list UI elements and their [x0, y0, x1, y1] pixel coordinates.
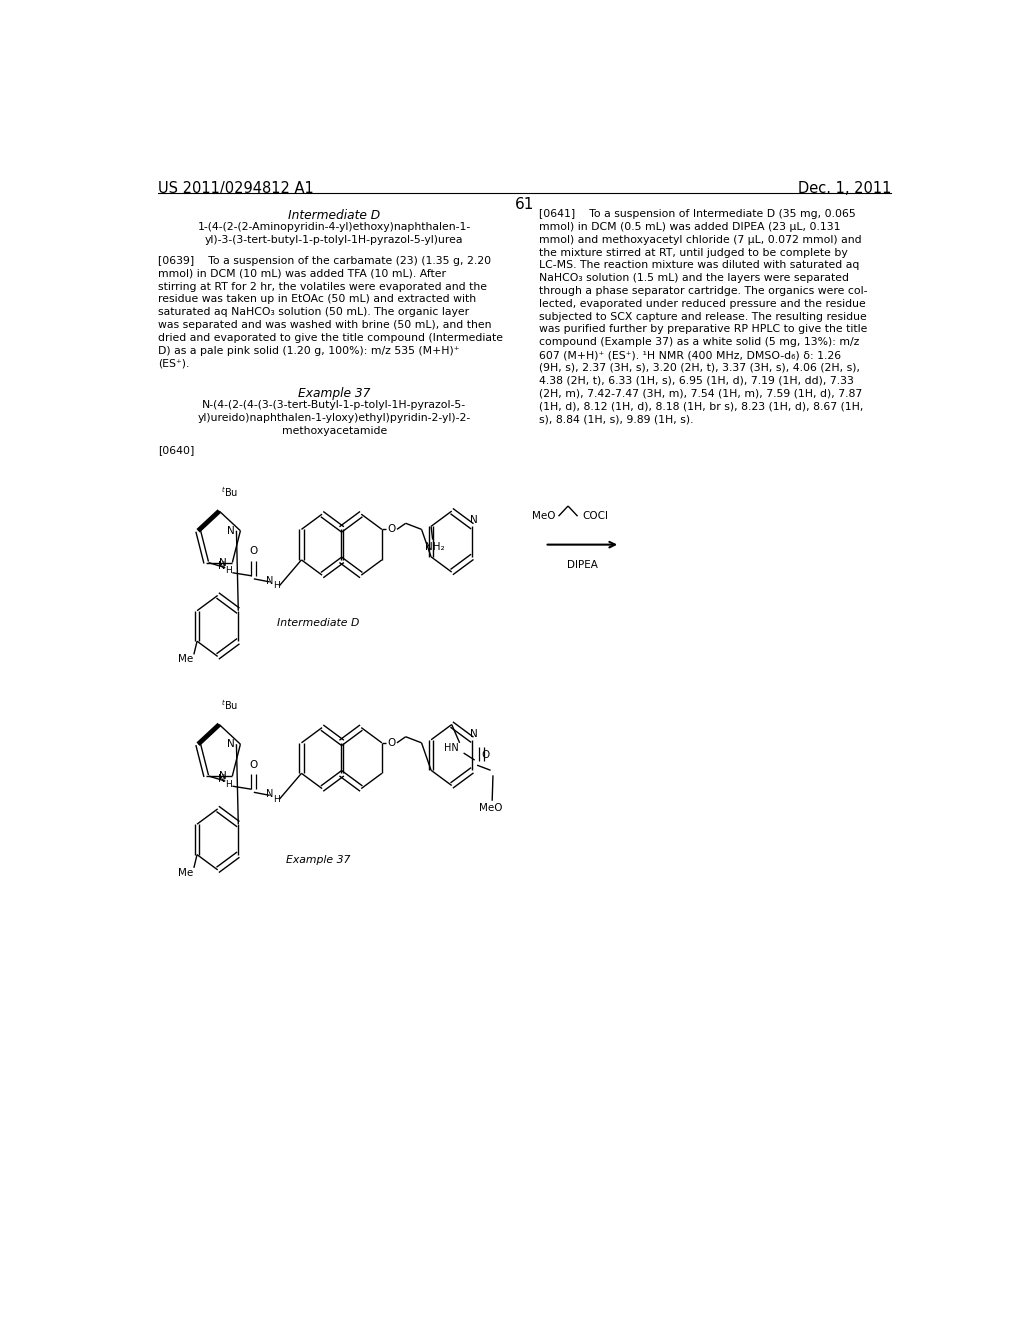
Text: O: O — [387, 524, 395, 535]
Text: N: N — [218, 561, 225, 570]
Text: N: N — [227, 525, 234, 536]
Text: 61: 61 — [515, 197, 535, 213]
Text: N: N — [218, 774, 225, 784]
Text: N: N — [266, 789, 273, 800]
Text: US 2011/0294812 A1: US 2011/0294812 A1 — [158, 181, 314, 195]
Text: N: N — [227, 739, 234, 750]
Text: $^t$Bu: $^t$Bu — [221, 698, 238, 713]
Text: Me: Me — [178, 655, 194, 664]
Text: [0639]    To a suspension of the carbamate (23) (1.35 g, 2.20
mmol) in DCM (10 m: [0639] To a suspension of the carbamate … — [158, 256, 503, 368]
Text: $^t$Bu: $^t$Bu — [221, 484, 238, 499]
Text: Dec. 1, 2011: Dec. 1, 2011 — [798, 181, 892, 195]
Text: COCl: COCl — [583, 511, 609, 521]
Text: H: H — [225, 566, 231, 576]
Text: 1-(4-(2-(2-Aminopyridin-4-yl)ethoxy)naphthalen-1-
yl)-3-(3-tert-butyl-1-p-tolyl-: 1-(4-(2-(2-Aminopyridin-4-yl)ethoxy)naph… — [198, 223, 471, 246]
Text: O: O — [250, 760, 258, 770]
Text: DIPEA: DIPEA — [567, 560, 598, 570]
Text: N: N — [470, 729, 478, 739]
Text: H: H — [225, 780, 231, 788]
Text: O: O — [481, 750, 489, 760]
Text: [0640]: [0640] — [158, 445, 195, 455]
Text: N: N — [219, 771, 226, 781]
Text: Intermediate D: Intermediate D — [289, 210, 380, 222]
Text: MeO: MeO — [479, 803, 503, 813]
Text: N: N — [470, 515, 478, 525]
Text: NH₂: NH₂ — [425, 541, 444, 552]
Text: Example 37: Example 37 — [287, 854, 350, 865]
Text: N: N — [219, 557, 226, 568]
Text: O: O — [250, 546, 258, 557]
Text: HN: HN — [444, 743, 459, 752]
Text: H: H — [272, 581, 280, 590]
Text: Me: Me — [178, 869, 194, 878]
Text: N: N — [266, 576, 273, 586]
Text: Example 37: Example 37 — [298, 387, 371, 400]
Text: Intermediate D: Intermediate D — [278, 618, 359, 628]
Text: N-(4-(2-(4-(3-(3-tert-Butyl-1-p-tolyl-1H-pyrazol-5-
yl)ureido)naphthalen-1-yloxy: N-(4-(2-(4-(3-(3-tert-Butyl-1-p-tolyl-1H… — [198, 400, 471, 436]
Text: H: H — [272, 795, 280, 804]
Text: [0641]    To a suspension of Intermediate D (35 mg, 0.065
mmol) in DCM (0.5 mL) : [0641] To a suspension of Intermediate D… — [539, 210, 867, 424]
Text: MeO: MeO — [532, 511, 556, 521]
Text: O: O — [387, 738, 395, 748]
